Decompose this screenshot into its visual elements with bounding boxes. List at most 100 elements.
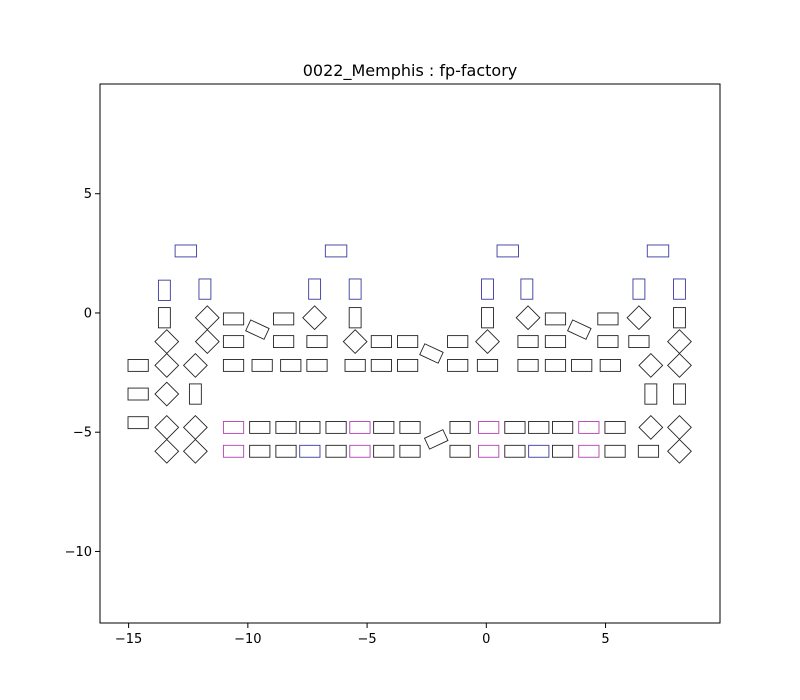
footprint-rect-32 (370, 335, 392, 348)
footprint-rect-14 (222, 312, 245, 326)
footprint-rect-21 (544, 312, 567, 326)
footprint-rect-63 (644, 383, 658, 405)
footprint-rect-71 (299, 421, 321, 434)
footprint-rect-10 (632, 278, 646, 300)
footprint-rect-36 (475, 329, 500, 355)
footprint-rect-29 (273, 335, 295, 348)
footprint-rect-20 (515, 305, 541, 331)
footprint-rect-44 (182, 352, 208, 378)
footprint-rect-12 (157, 307, 171, 329)
footprint-rect-41 (667, 329, 692, 355)
footprint-rect-67 (182, 414, 208, 440)
footprint-rect-13 (194, 305, 220, 331)
footprint-rect-25 (673, 307, 686, 329)
footprint-rect-95 (399, 444, 421, 458)
footprint-rect-5 (198, 278, 212, 300)
footprint-rect-17 (302, 305, 328, 331)
footprint-rect-54 (517, 359, 539, 372)
footprint-rect-0 (174, 244, 198, 258)
footprint-rect-87 (182, 438, 208, 464)
x-axis: −15 −10 −5 0 5 (115, 623, 610, 647)
footprint-rect-94 (373, 444, 395, 458)
footprint-rect-43 (154, 352, 180, 378)
footprint-rect-15 (245, 319, 270, 340)
footprint-rect-6 (308, 278, 322, 300)
y-tick-label: 0 (84, 306, 92, 321)
footprint-rect-97 (478, 444, 500, 458)
footprint-rect-82 (578, 421, 600, 434)
footprint-rect-102 (604, 444, 626, 458)
footprint-rect-76 (423, 429, 449, 450)
footprint-rect-61 (154, 381, 180, 407)
footprint-rect-22 (567, 319, 592, 340)
footprint-rect-75 (399, 421, 421, 434)
footprint-rect-96 (449, 444, 471, 458)
footprint-rect-9 (520, 278, 534, 300)
footprint-rect-58 (638, 352, 664, 378)
footprint-rect-55 (544, 359, 567, 372)
footprint-rect-31 (342, 329, 368, 355)
x-tick-label: −15 (115, 632, 142, 647)
footprint-rect-70 (275, 421, 297, 434)
marks (127, 244, 692, 464)
footprint-rect-45 (222, 359, 245, 372)
footprint-rect-24 (626, 305, 652, 331)
footprint-rect-56 (571, 359, 593, 372)
footprint-rect-52 (447, 359, 469, 372)
footprint-rect-65 (127, 416, 149, 430)
footprint-rect-103 (637, 444, 660, 458)
y-tick-label: 5 (84, 187, 92, 202)
footprint-rect-74 (373, 421, 395, 434)
footprint-rect-1 (324, 244, 348, 258)
y-axis: 5 0 −5 −10 (65, 187, 100, 560)
footprint-rect-81 (552, 421, 574, 434)
footprint-rect-42 (127, 359, 149, 372)
footprint-rect-79 (504, 421, 526, 434)
footprint-rect-49 (344, 359, 366, 372)
x-tick-label: −5 (357, 632, 376, 647)
footprint-rect-48 (306, 359, 328, 372)
footprint-rect-98 (504, 444, 526, 458)
footprint-rect-77 (449, 421, 471, 434)
footprint-rect-80 (528, 421, 550, 434)
footprint-rect-3 (646, 244, 670, 258)
footprint-rect-18 (348, 307, 362, 329)
footprint-rect-89 (249, 444, 271, 458)
footprint-rect-64 (673, 383, 686, 405)
footprint-rect-28 (222, 335, 245, 348)
footprint-rect-88 (222, 444, 245, 458)
footprint-rect-30 (306, 335, 328, 348)
footprint-rect-11 (673, 278, 686, 300)
footprint-rect-69 (249, 421, 271, 434)
footprint-rect-78 (478, 421, 500, 434)
footprint-rect-40 (628, 335, 650, 348)
footprint-rect-66 (154, 414, 180, 440)
footprint-rect-33 (397, 335, 419, 348)
footprint-rect-73 (349, 421, 371, 434)
x-tick-label: 5 (601, 632, 609, 647)
footprint-rect-57 (599, 359, 621, 372)
footprint-rect-47 (280, 359, 302, 372)
footprint-rect-68 (222, 421, 245, 434)
footprint-rect-34 (419, 343, 444, 364)
footprint-rect-92 (325, 444, 347, 458)
footprint-rect-19 (481, 307, 494, 329)
footprint-rect-101 (578, 444, 600, 458)
chart-title: 0022_Memphis : fp-factory (303, 61, 518, 81)
footprint-rect-37 (517, 335, 539, 348)
footprint-rect-7 (348, 278, 362, 300)
footprint-rect-84 (638, 414, 664, 440)
x-tick-label: 0 (482, 632, 490, 647)
footprint-rect-93 (349, 444, 371, 458)
footprint-rect-35 (447, 335, 469, 348)
footprint-rect-2 (496, 244, 519, 258)
plot-frame (99, 83, 721, 624)
footprint-rect-50 (370, 359, 392, 372)
footprint-rect-53 (476, 359, 499, 372)
footprint-rect-60 (127, 387, 149, 401)
footprint-rect-62 (188, 383, 202, 405)
footprint-rect-23 (597, 312, 619, 326)
y-tick-label: −5 (73, 426, 92, 441)
footprint-rect-100 (552, 444, 574, 458)
